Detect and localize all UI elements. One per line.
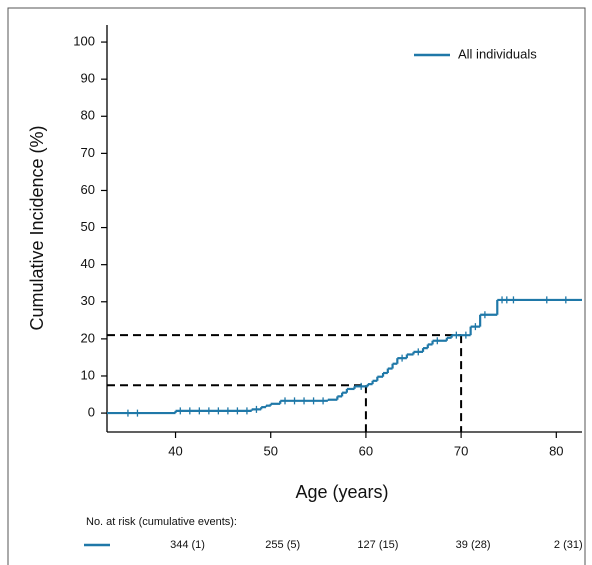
censor-mark — [503, 296, 511, 304]
y-tick-label: 20 — [81, 330, 95, 345]
y-tick-label: 100 — [73, 34, 95, 49]
censor-mark — [509, 296, 517, 304]
censor-mark — [214, 407, 222, 415]
censor-mark — [319, 397, 327, 405]
x-axis-label: Age (years) — [295, 482, 388, 502]
censor-mark — [252, 405, 260, 413]
censor-mark — [243, 407, 251, 415]
risk-table-value: 39 (28) — [456, 539, 491, 551]
y-tick-label: 0 — [88, 405, 95, 420]
risk-table-value: 344 (1) — [170, 539, 205, 551]
censor-mark — [291, 397, 299, 405]
censor-mark — [357, 382, 365, 390]
censor-mark — [452, 331, 460, 339]
censor-mark — [543, 296, 551, 304]
censor-mark — [398, 354, 406, 362]
y-tick-label: 90 — [81, 71, 95, 86]
y-tick-label: 40 — [81, 256, 95, 271]
censor-mark — [205, 407, 213, 415]
y-tick-label: 10 — [81, 367, 95, 382]
censor-mark — [186, 407, 194, 415]
y-axis-label: Cumulative Incidence (%) — [27, 125, 47, 330]
censor-mark — [310, 397, 318, 405]
censor-mark — [233, 407, 241, 415]
y-tick-label: 50 — [81, 219, 95, 234]
y-tick-label: 30 — [81, 293, 95, 308]
risk-table-value: 2 (31) — [554, 539, 583, 551]
x-tick-label: 50 — [263, 443, 277, 458]
censor-mark — [224, 407, 232, 415]
risk-table-value: 127 (15) — [357, 539, 398, 551]
x-tick-label: 70 — [454, 443, 468, 458]
censor-mark — [414, 348, 422, 356]
censor-mark — [195, 407, 203, 415]
censor-mark — [176, 407, 184, 415]
risk-table-value: 255 (5) — [265, 539, 300, 551]
censor-mark — [462, 331, 470, 339]
censor-mark — [133, 409, 141, 417]
x-tick-label: 40 — [168, 443, 182, 458]
y-tick-label: 70 — [81, 145, 95, 160]
legend-label: All individuals — [458, 46, 537, 61]
censor-mark — [481, 311, 489, 319]
risk-table-title: No. at risk (cumulative events): — [86, 516, 237, 528]
frame — [7, 7, 586, 565]
x-tick-label: 80 — [549, 443, 563, 458]
y-tick-label: 80 — [81, 108, 95, 123]
y-tick-label: 60 — [81, 182, 95, 197]
censor-mark — [471, 323, 479, 331]
censor-mark — [433, 337, 441, 345]
x-tick-label: 60 — [359, 443, 373, 458]
censor-mark — [562, 296, 570, 304]
censor-mark — [281, 397, 289, 405]
censor-mark — [124, 409, 132, 417]
censor-mark — [300, 397, 308, 405]
